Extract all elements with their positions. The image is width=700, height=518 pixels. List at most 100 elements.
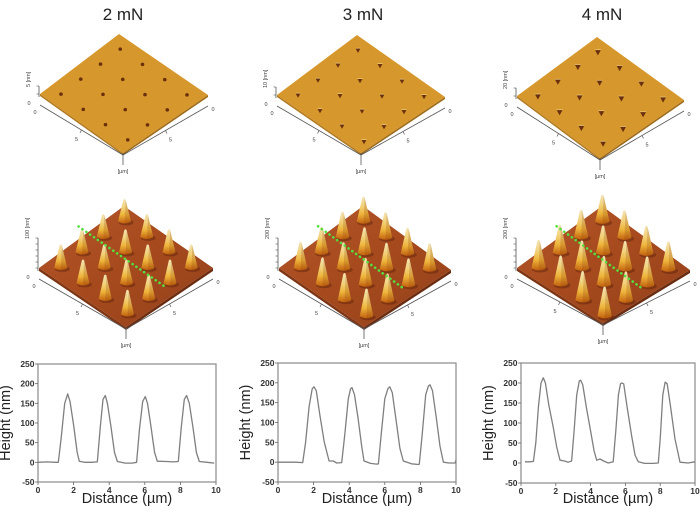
substrate-side-left [39, 268, 126, 330]
indent-mark [616, 65, 623, 72]
indent-mark [335, 63, 341, 68]
cone [140, 214, 154, 239]
scan-line [555, 224, 643, 290]
cone-shading [603, 256, 612, 287]
cone [97, 244, 111, 270]
x-tick-label: 6 [382, 485, 387, 495]
x-axis-tick [558, 301, 561, 306]
x-tick-label: 10 [451, 485, 461, 495]
cone [639, 256, 655, 288]
axis-unit-label: [µm] [121, 343, 132, 349]
indent-mark [359, 109, 365, 114]
cone [184, 244, 198, 270]
cone [596, 255, 612, 287]
indent-mark [140, 62, 145, 67]
cone [400, 227, 415, 256]
y-tick-label: 50 [25, 438, 35, 448]
cone [357, 227, 372, 256]
x-start-label: 0 [270, 111, 273, 117]
cone [315, 257, 330, 287]
y-tick-label: 250 [260, 358, 274, 368]
x-axis-title: Distance (µm) [563, 491, 654, 507]
cone [162, 229, 176, 255]
cone-shading [170, 260, 177, 286]
cone-shading [126, 260, 133, 286]
z-min-label: 0 [504, 103, 507, 109]
cone-shading [625, 272, 634, 303]
indent-mark [315, 78, 321, 83]
indent-mark [59, 92, 63, 96]
cone-shading [647, 257, 655, 288]
cone-shading [582, 271, 590, 303]
cone-shading [581, 210, 589, 240]
indent-mark [399, 79, 405, 84]
x-tick-label: 4 [347, 485, 352, 495]
indent-mark [120, 77, 125, 82]
indent-mark [337, 93, 343, 99]
cone [573, 209, 589, 240]
y-mid-label: 5 [169, 138, 172, 144]
x-tick-label: 2 [311, 485, 316, 495]
cone [335, 211, 350, 240]
x-axis-tick [556, 133, 559, 137]
indent-map-panel: 10 [nm]005[µm]50 [263, 35, 452, 175]
cone-shading [124, 200, 131, 224]
cone [118, 199, 131, 224]
indent-mark [361, 139, 367, 145]
z-axis-label: 100 [nm] [25, 217, 31, 239]
indent-mark [339, 124, 345, 129]
indent-mark [554, 79, 561, 85]
surface-side-left [40, 94, 123, 155]
cone-shading [300, 242, 308, 271]
cone [380, 273, 395, 303]
y-tick-label: 200 [503, 378, 517, 388]
cone-shading [60, 245, 68, 270]
y-mid-label: 5 [411, 312, 414, 318]
cone-shading [321, 227, 329, 255]
y-end-label: 0 [216, 280, 219, 286]
cone-shading [581, 241, 590, 271]
indent-mark [101, 92, 105, 97]
substrate-side-right [126, 268, 213, 330]
cone [356, 196, 371, 224]
y-mid-label: 5 [650, 310, 653, 316]
cone-shading [366, 289, 374, 319]
cone-shading [387, 274, 395, 303]
indent-mark [162, 77, 167, 82]
y-mid-label: 5 [645, 143, 648, 149]
cone [595, 225, 611, 256]
indent-mark [598, 110, 605, 117]
plot-frame [277, 362, 457, 483]
indent-mark [596, 80, 603, 86]
indent-mark [377, 63, 383, 69]
indent-mark [534, 94, 541, 100]
cone-shading [322, 258, 330, 287]
surface-side-right [600, 100, 684, 160]
cone [337, 272, 352, 303]
plot-frame [520, 362, 696, 484]
cone [314, 226, 329, 255]
y-tick-label: 200 [260, 378, 274, 388]
cone-shading [105, 275, 112, 301]
indent-mark [145, 123, 150, 127]
x-mid-label: 5 [75, 137, 78, 143]
y-tick-label: -50 [505, 478, 518, 488]
x-tick-label: 4 [107, 485, 112, 495]
y-tick-label: 50 [508, 438, 518, 448]
force-title-2mn: 2 mN [103, 5, 144, 24]
y-tick-label: 250 [20, 359, 34, 369]
axis-unit-label: [µm] [356, 169, 367, 175]
x-axis-title: Distance (µm) [322, 491, 413, 507]
cone-shading [343, 243, 351, 271]
cone-shading [625, 241, 633, 272]
indented-surface [517, 37, 684, 158]
cone [618, 271, 634, 303]
indent-mark [578, 125, 585, 132]
indented-surface [277, 35, 445, 153]
y-tick-label: 0 [30, 457, 35, 467]
x-start-label: 0 [33, 110, 36, 116]
x-tick-label: 10 [211, 485, 221, 495]
y-tick-label: 100 [503, 418, 517, 428]
y-tick-label: 100 [20, 418, 34, 428]
